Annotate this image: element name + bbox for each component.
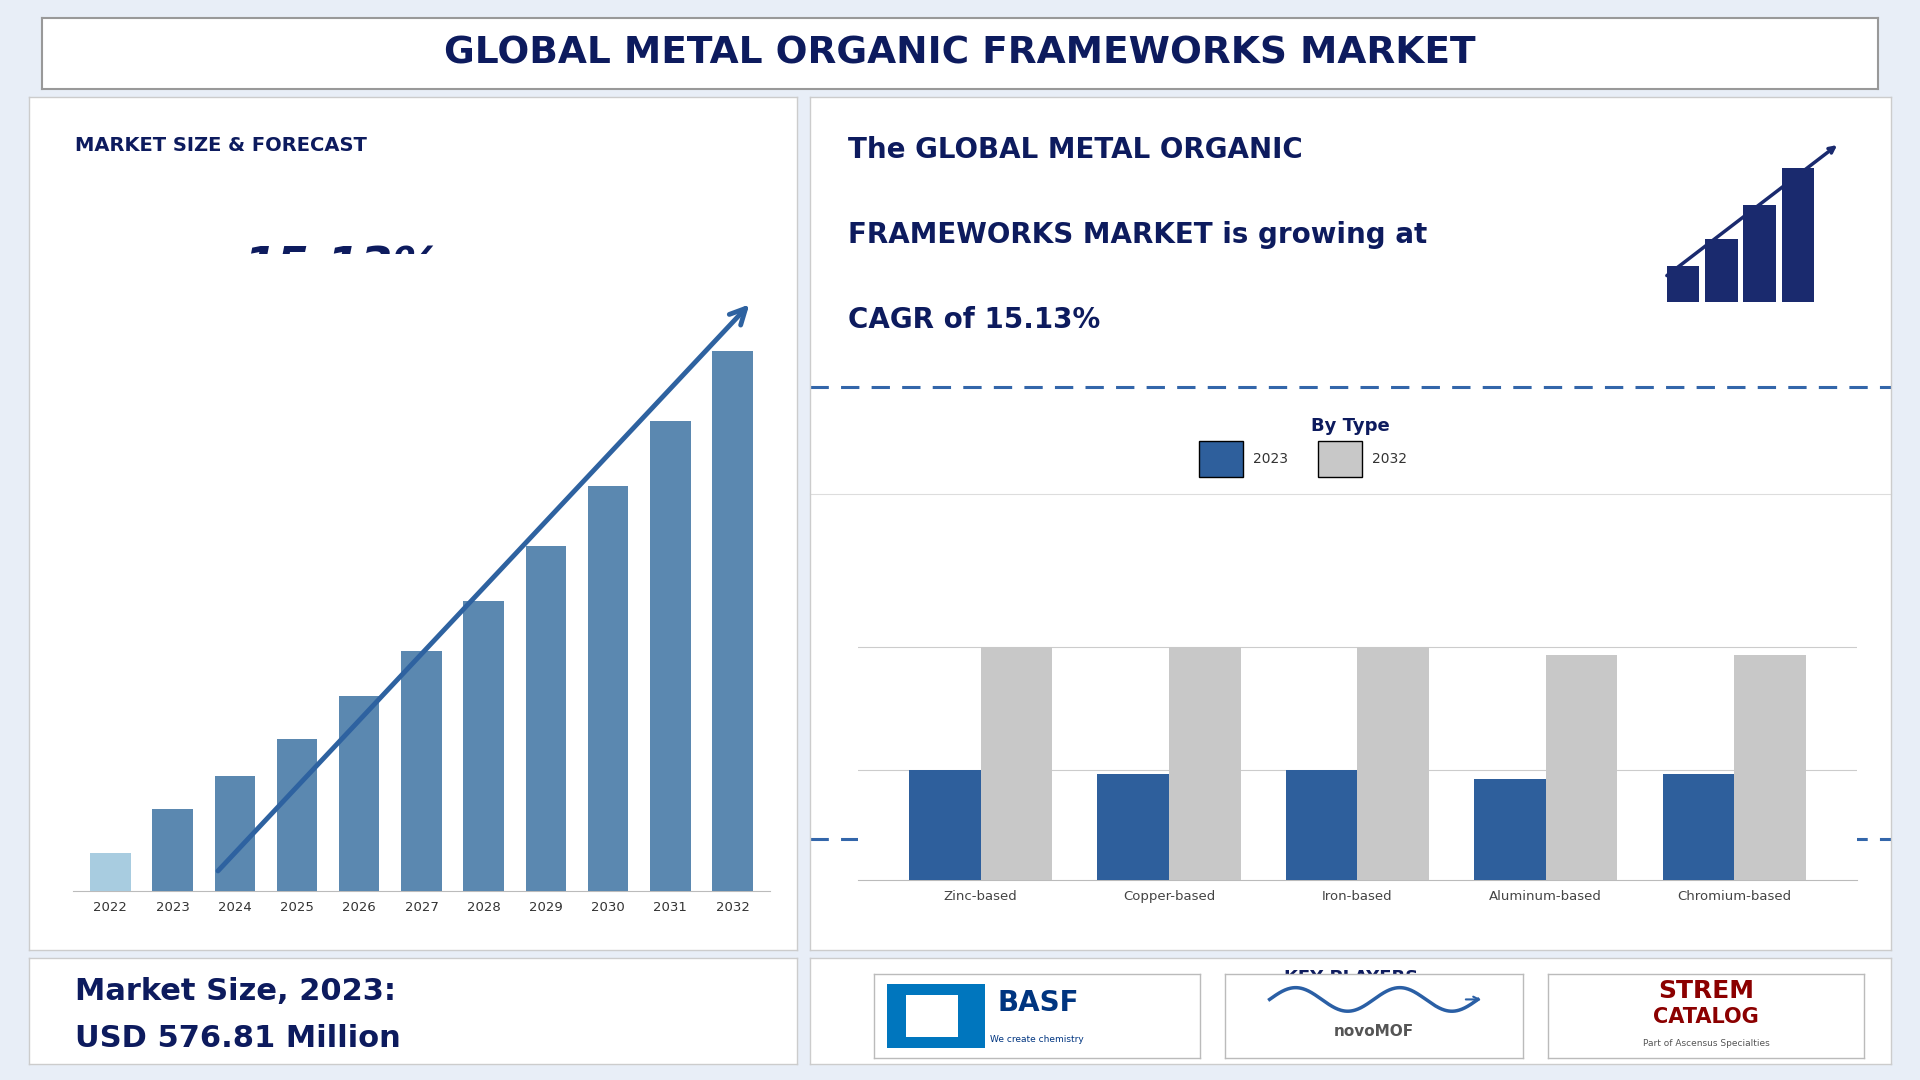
Text: The GLOBAL METAL ORGANIC: The GLOBAL METAL ORGANIC [849,136,1304,163]
Bar [1357,647,1428,880]
Text: KEY PLAYERS: KEY PLAYERS [1284,969,1417,986]
Bar [906,996,958,1037]
Text: STREM: STREM [1659,978,1755,1003]
Text: GLOBAL METAL ORGANIC FRAMEWORKS MARKET: GLOBAL METAL ORGANIC FRAMEWORKS MARKET [444,36,1476,71]
Text: MARKET SIZE & FORECAST: MARKET SIZE & FORECAST [75,136,367,154]
FancyBboxPatch shape [1319,441,1361,477]
Bar [1705,239,1738,302]
Text: USD 576.81 Million: USD 576.81 Million [75,1024,401,1053]
Bar [651,421,691,891]
Text: Market Size, 2023:: Market Size, 2023: [75,977,396,1007]
FancyBboxPatch shape [1200,441,1242,477]
Text: Part of Ascensus Specialties: Part of Ascensus Specialties [1642,1039,1770,1048]
Bar [526,546,566,891]
FancyArrowPatch shape [219,309,745,870]
Bar [1169,647,1240,880]
Text: novoMOF: novoMOF [1334,1024,1413,1039]
Bar [908,770,981,880]
Text: 15.13%: 15.13% [244,245,442,291]
Bar [1667,266,1699,302]
Text: CAGR of 15.13%: CAGR of 15.13% [849,307,1100,334]
Bar [1286,770,1357,880]
Text: BASF: BASF [998,989,1079,1016]
Bar [1098,774,1169,880]
Bar [1782,168,1814,302]
Bar [1743,205,1776,302]
Bar [1663,774,1734,880]
Bar [463,600,503,891]
Bar [340,696,380,891]
Bar [215,777,255,891]
Text: We create chemistry: We create chemistry [991,1036,1083,1044]
Text: 2032: 2032 [1373,451,1407,465]
Bar [1475,779,1546,880]
Text: FRAMEWORKS MARKET is growing at: FRAMEWORKS MARKET is growing at [849,221,1427,248]
Bar [1546,654,1617,880]
Bar [1734,654,1807,880]
Bar [152,809,192,891]
Bar [401,651,442,891]
Bar [981,647,1052,880]
Text: 2023: 2023 [1254,451,1288,465]
Bar [887,984,985,1049]
Text: By Type: By Type [1311,417,1390,435]
Bar [588,486,628,891]
Text: CATALOG: CATALOG [1653,1008,1759,1027]
Bar [90,853,131,891]
Bar [276,739,317,891]
Bar [712,351,753,891]
